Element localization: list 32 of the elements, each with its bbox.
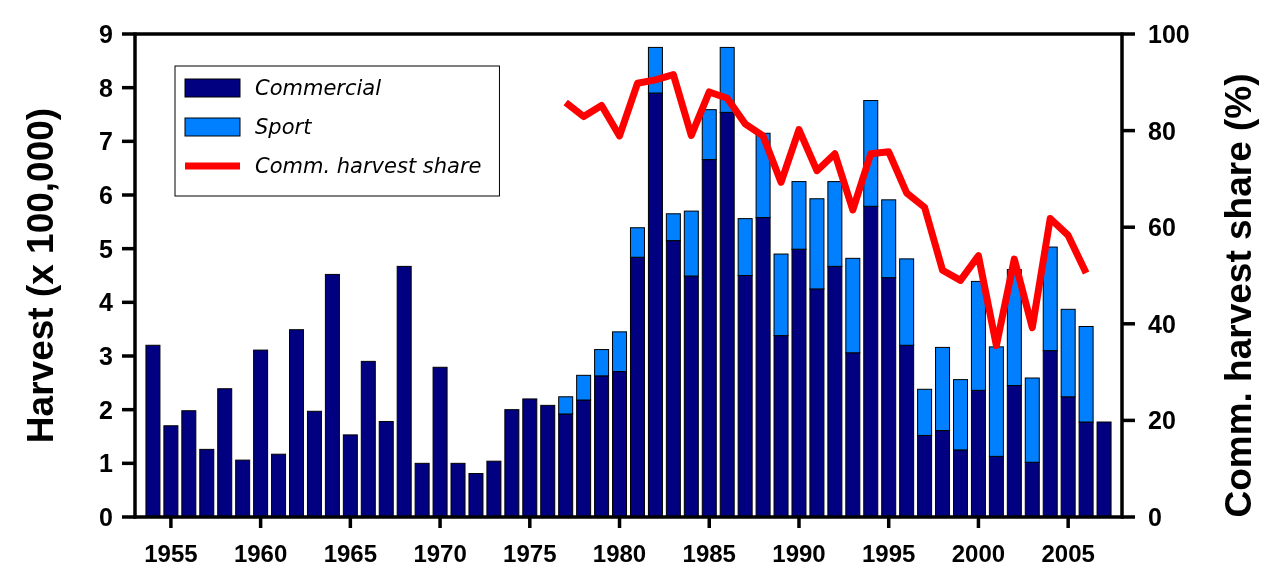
x-tick-label: 1970 [413,539,467,567]
legend-label: Sport [255,115,313,139]
y-axis-title: Harvest (x 100,000) [19,107,61,444]
legend-label: Commercial [255,76,382,100]
y-tick-label: 7 [99,127,113,156]
y2-tick-label: 40 [1148,309,1176,338]
x-tick-label: 1990 [772,539,826,567]
y2-tick-label: 20 [1148,406,1176,435]
y-tick-label: 4 [99,288,114,317]
x-tick-label: 1965 [323,539,378,567]
y2-tick-label: 0 [1148,503,1162,531]
legend-label: Comm. harvest share [255,154,482,178]
x-tick-label: 1980 [592,539,647,567]
x-tick-label: 2005 [1041,539,1095,567]
y-tick-label: 0 [99,503,113,531]
x-tick-label: 1975 [503,539,557,567]
x-tick-label: 1985 [682,539,736,567]
x-tick-label: 1995 [862,539,916,567]
y-tick-label: 8 [99,73,114,102]
y-tick-label: 9 [99,20,113,48]
y2-tick-label: 80 [1148,116,1176,145]
y2-tick-label: 60 [1148,213,1176,242]
y-tick-label: 2 [99,395,113,424]
y-tick-label: 6 [99,181,113,209]
y2-tick-label: 100 [1148,20,1190,48]
y-tick-label: 5 [99,234,114,263]
x-tick-label: 2000 [951,539,1006,567]
x-tick-label: 1955 [144,539,198,567]
x-tick-label: 1960 [233,539,288,567]
y2-axis-title: Comm. harvest share (%) [1217,73,1259,518]
y-tick-label: 1 [99,449,114,478]
y-tick-label: 3 [99,342,113,370]
